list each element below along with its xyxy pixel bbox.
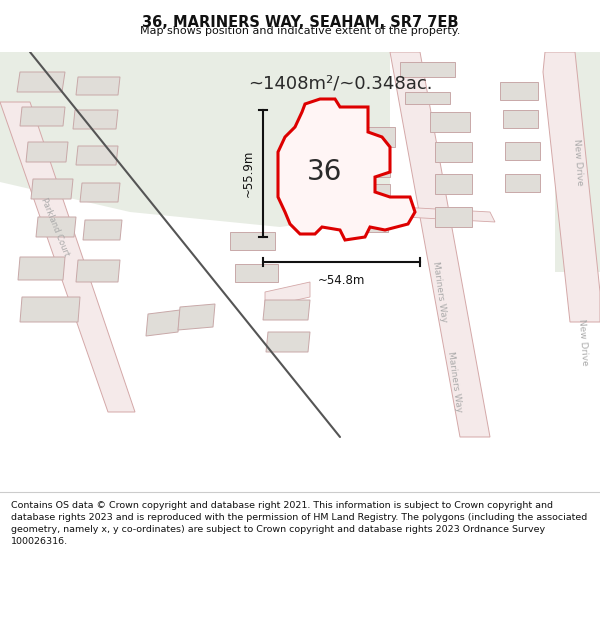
Polygon shape <box>505 142 540 160</box>
Polygon shape <box>76 260 120 282</box>
Polygon shape <box>435 142 472 162</box>
Text: Contains OS data © Crown copyright and database right 2021. This information is : Contains OS data © Crown copyright and d… <box>11 501 587 546</box>
Text: 36, MARINERS WAY, SEAHAM, SR7 7EB: 36, MARINERS WAY, SEAHAM, SR7 7EB <box>142 14 458 29</box>
Polygon shape <box>76 77 120 95</box>
Polygon shape <box>405 92 450 104</box>
Polygon shape <box>235 264 278 282</box>
Text: Parkland Court: Parkland Court <box>39 196 71 258</box>
Polygon shape <box>400 62 455 77</box>
Polygon shape <box>0 102 135 412</box>
Polygon shape <box>350 214 388 232</box>
Text: ~1408m²/~0.348ac.: ~1408m²/~0.348ac. <box>248 75 432 93</box>
Polygon shape <box>80 183 120 202</box>
Text: ~55.9m: ~55.9m <box>242 150 255 198</box>
Text: New Drive: New Drive <box>572 138 584 186</box>
Text: ~54.8m: ~54.8m <box>318 274 365 287</box>
Polygon shape <box>230 232 275 250</box>
Polygon shape <box>500 82 538 100</box>
Polygon shape <box>146 310 180 336</box>
Polygon shape <box>503 110 538 128</box>
Polygon shape <box>278 99 415 240</box>
Polygon shape <box>178 304 215 330</box>
Polygon shape <box>73 110 118 129</box>
Text: 36: 36 <box>307 158 343 186</box>
Polygon shape <box>263 300 310 320</box>
Polygon shape <box>76 146 118 165</box>
Polygon shape <box>352 184 390 202</box>
Polygon shape <box>352 127 395 147</box>
Text: Mariners Way: Mariners Way <box>446 351 464 413</box>
Polygon shape <box>435 174 472 194</box>
Polygon shape <box>20 297 80 322</box>
Polygon shape <box>355 157 390 177</box>
Polygon shape <box>505 174 540 192</box>
Polygon shape <box>430 112 470 132</box>
Polygon shape <box>83 220 122 240</box>
Polygon shape <box>555 52 600 272</box>
Polygon shape <box>26 142 68 162</box>
Polygon shape <box>265 282 310 307</box>
Polygon shape <box>390 52 490 437</box>
Polygon shape <box>266 332 310 352</box>
Text: Map shows position and indicative extent of the property.: Map shows position and indicative extent… <box>140 26 460 36</box>
Text: Mariners Way: Mariners Way <box>431 261 449 323</box>
Polygon shape <box>435 207 472 227</box>
Polygon shape <box>36 217 76 237</box>
Polygon shape <box>20 107 65 126</box>
Polygon shape <box>0 52 390 227</box>
Polygon shape <box>310 202 495 222</box>
Polygon shape <box>543 52 600 322</box>
Text: New Drive: New Drive <box>577 318 589 366</box>
Polygon shape <box>18 257 65 280</box>
Polygon shape <box>17 72 65 92</box>
Polygon shape <box>31 179 73 199</box>
